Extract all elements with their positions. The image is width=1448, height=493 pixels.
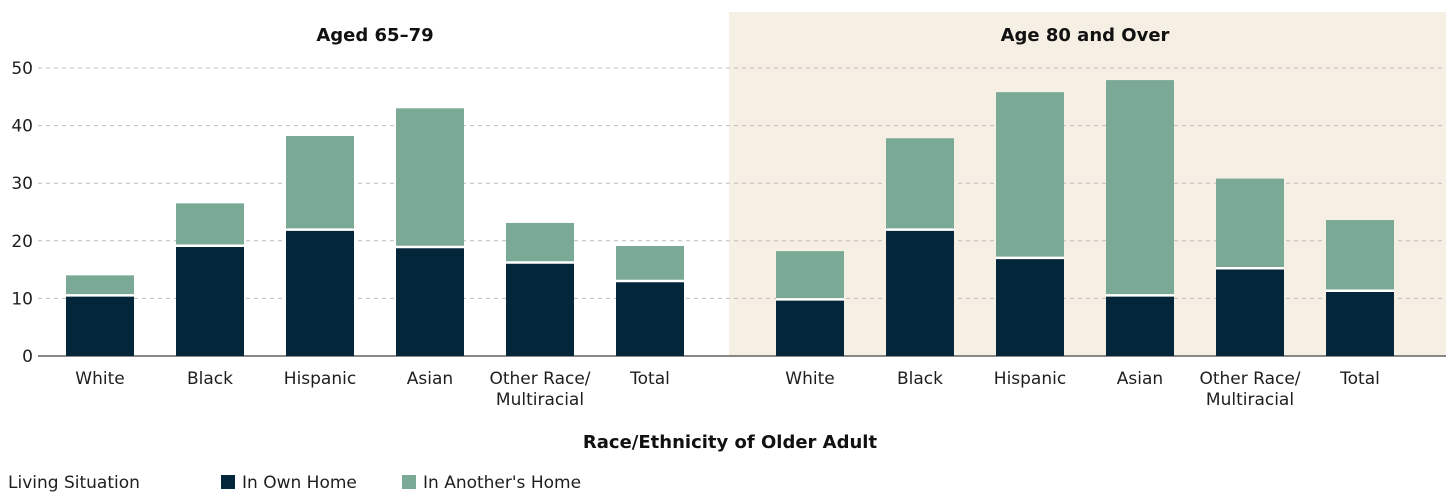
category-labels: White Black Hispanic Asian Other Race/Multir… xyxy=(75,369,1380,410)
bar-another-home xyxy=(996,92,1064,258)
category-label: Total xyxy=(629,369,670,389)
category-label: Black xyxy=(187,369,233,389)
bar-own-home xyxy=(506,263,574,356)
bar-own-home xyxy=(1106,296,1174,356)
bars xyxy=(66,80,1394,356)
bar-own-home xyxy=(996,258,1064,356)
bar-own-home xyxy=(66,296,134,356)
category-label: White xyxy=(75,369,124,389)
bar-own-home xyxy=(1216,269,1284,356)
category-label: Multiracial xyxy=(496,390,584,410)
bar-own-home xyxy=(886,230,954,356)
bar-own-home xyxy=(176,246,244,356)
gridlines xyxy=(38,67,1446,357)
panel-titles: Aged 65–79 Age 80 and Over xyxy=(316,25,1169,46)
bar-another-home xyxy=(1326,220,1394,290)
bar-another-home xyxy=(886,138,954,229)
panel-title: Aged 65–79 xyxy=(316,25,433,46)
category-label: Other Race/ xyxy=(489,369,590,389)
y-axis: 0 10 20 30 40 50 xyxy=(11,59,33,367)
legend-entry: In Another's Home xyxy=(423,473,581,493)
bar-another-home xyxy=(286,135,354,229)
bar-own-home xyxy=(616,281,684,356)
legend-swatch-own-home xyxy=(221,475,235,489)
category-label: Total xyxy=(1339,369,1380,389)
category-label: Black xyxy=(897,369,943,389)
category-label: Hispanic xyxy=(284,369,356,389)
bar-own-home xyxy=(286,230,354,356)
y-tick-label: 20 xyxy=(11,232,33,252)
bar-own-home xyxy=(776,300,844,356)
y-tick-label: 50 xyxy=(11,59,33,79)
y-tick-label: 0 xyxy=(22,347,33,367)
bar-another-home xyxy=(176,203,244,246)
category-label: Other Race/ xyxy=(1199,369,1300,389)
bar-another-home xyxy=(66,275,134,295)
y-tick-label: 10 xyxy=(11,289,33,309)
bar-own-home xyxy=(396,247,464,356)
bar-another-home xyxy=(1216,178,1284,268)
y-tick-label: 30 xyxy=(11,174,33,194)
category-label: Asian xyxy=(407,369,453,389)
y-tick-label: 40 xyxy=(11,117,33,137)
bar-another-home xyxy=(1106,80,1174,295)
bar-another-home xyxy=(396,108,464,247)
bar-another-home xyxy=(506,222,574,262)
category-label: White xyxy=(785,369,834,389)
legend-entry: In Own Home xyxy=(242,473,357,493)
legend-title: Living Situation xyxy=(8,473,140,493)
category-label: Asian xyxy=(1117,369,1163,389)
bar-another-home xyxy=(616,245,684,281)
legend-swatch-another-home xyxy=(402,475,416,489)
legend: Living Situation In Own Home In Another's … xyxy=(8,473,581,493)
category-label: Multiracial xyxy=(1206,390,1294,410)
bar-another-home xyxy=(776,251,844,299)
panel-title: Age 80 and Over xyxy=(1001,25,1170,46)
x-axis-title: Race/Ethnicity of Older Adult xyxy=(583,432,878,453)
category-label: Hispanic xyxy=(994,369,1066,389)
bar-own-home xyxy=(1326,291,1394,356)
